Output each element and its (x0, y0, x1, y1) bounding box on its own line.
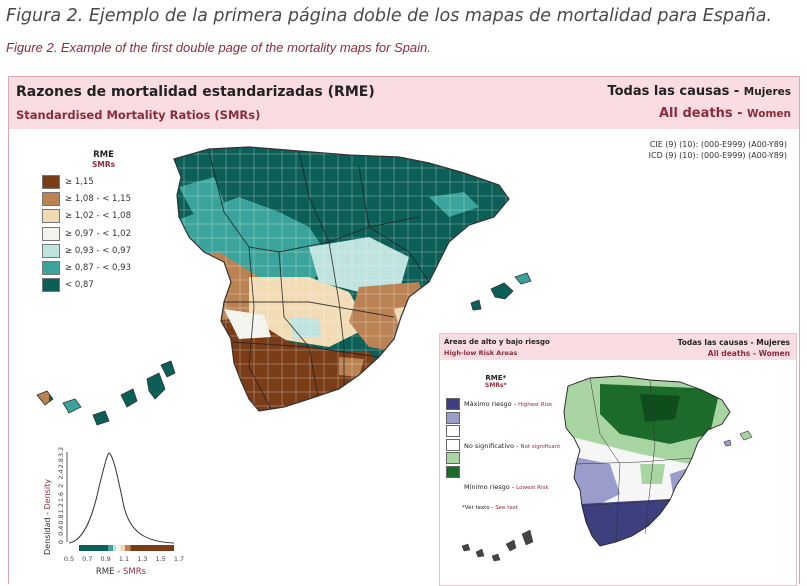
title-es: Razones de mortalidad estandarizadas (RM… (16, 84, 375, 100)
figure-caption-es: Figura 2. Ejemplo de la primera página d… (6, 6, 773, 26)
dash: - (732, 106, 748, 121)
colorbar-segment (113, 545, 117, 551)
inset-map (461, 375, 753, 562)
density-xtick-label: 1.5 (155, 555, 165, 563)
risk-areas-inset: Áreas de alto y bajo riesgo High-low Ris… (439, 333, 797, 586)
legend-swatch (42, 278, 60, 293)
highest-risk-label: Máximo riesgo - Highest Risk (464, 400, 553, 408)
density-ytick-label: 3.2 (57, 447, 65, 457)
title-en: Standardised Mortality Ratios (SMRs) (16, 108, 261, 122)
density-curve (68, 452, 175, 544)
density-ylabel: Densidad - Density (43, 479, 52, 555)
density-ytick-label: 0.8 (57, 514, 65, 524)
legend-swatch (42, 226, 60, 241)
legend-title-es: RME (93, 150, 114, 160)
density-ytick-label: 1.6 (57, 492, 65, 502)
density-xlabel: RME - SMRs (96, 567, 147, 577)
lowest-risk-label: Mínimo riesgo - Lowest Risk (464, 483, 549, 491)
inset-title-en: High-low Risk Areas (444, 349, 518, 357)
density-ytick-label: 2.8 (57, 458, 65, 468)
risk-swatch (446, 425, 460, 437)
density-xticks: 0.5 0.7 0.9 1.1 1.3 1.5 1.7 (64, 555, 184, 563)
cie-code: CIE (9) (10): (000-E999) (A00-Y89) (649, 140, 787, 149)
legend-label: ≥ 1,02 - < 1,08 (65, 211, 131, 222)
legend-swatch (42, 192, 60, 207)
not-significant-label: No significativo - Not significant (464, 442, 561, 450)
page-header: Razones de mortalidad estandarizadas (RM… (9, 77, 799, 129)
canary-islands (36, 360, 176, 426)
legend-title-en: SMRs (92, 160, 116, 169)
dash: - (729, 84, 744, 99)
legend-swatch (42, 260, 60, 275)
disease-codes: CIE (9) (10): (000-E999) (A00-Y89) ICD (… (649, 139, 787, 161)
legend-label: ≥ 0,93 - < 0,97 (65, 245, 131, 256)
inset-legend (446, 398, 460, 479)
density-ytick-label: 0.4 (57, 526, 65, 536)
legend-swatch (42, 243, 60, 258)
legend-label: ≥ 1,15 (65, 177, 94, 187)
cause-sex-es: Todas las causas - Mujeres (607, 84, 791, 99)
density-ytick-label: 2.4 (57, 469, 65, 479)
colorbar-segment (124, 545, 131, 551)
balearic-islands (470, 272, 532, 311)
legend-label: < 0,87 (65, 280, 94, 291)
density-xtick-label: 0.9 (100, 555, 110, 563)
density-xtick-label: 1.7 (174, 555, 184, 563)
density-ytick-label: 2 (57, 484, 65, 488)
colorbar-segment (116, 545, 121, 551)
density-xtick-label: 1.1 (119, 555, 129, 563)
cause-sex-en: All deaths - Women (659, 106, 791, 121)
density-xtick-label: 1.3 (137, 555, 147, 563)
colorbar-segment (130, 545, 174, 551)
colorbar-segment (108, 545, 114, 551)
density-ytick-label: 0 (57, 540, 65, 544)
legend-title: RME SMRs (92, 150, 115, 170)
inset-legend-title: RME* SMRs* (485, 374, 507, 389)
density-colorbar (79, 545, 174, 551)
risk-swatch (446, 438, 460, 451)
spain-outline (173, 146, 510, 412)
inset-title-es: Áreas de alto y bajo riesgo (444, 338, 550, 346)
colorbar-segment (120, 545, 125, 551)
density-ytick-label: 1.2 (57, 503, 65, 513)
colorbar-segment (79, 545, 109, 551)
density-yticks: 0 0.4 0.81.21.6 2 2.42.83.2 (57, 447, 65, 544)
legend-swatch (42, 209, 60, 224)
risk-swatch (446, 398, 460, 410)
risk-swatch (446, 411, 460, 424)
sex-es: Mujeres (743, 86, 791, 98)
cause-en: All deaths (658, 106, 733, 121)
density-xtick-label: 0.5 (64, 555, 74, 563)
icd-code: ICD (9) (10): (000-E999) (A00-Y89) (648, 151, 787, 160)
map-page: Razones de mortalidad estandarizadas (RM… (8, 76, 800, 586)
sex-en: Women (747, 108, 791, 120)
legend-label: ≥ 0,87 - < 0,93 (65, 262, 131, 273)
inset-header: Áreas de alto y bajo riesgo High-low Ris… (440, 334, 796, 360)
legend-swatch (42, 175, 60, 189)
inset-note: *Ver texto - See text (462, 505, 519, 511)
risk-swatch (446, 452, 460, 464)
legend-label: ≥ 0,97 - < 1,02 (65, 228, 131, 239)
density-chart: Densidad - Density 0 0.4 0.81.21.6 2 2.42.83… (43, 447, 184, 577)
inset-cause-es: Todas las causas - Mujeres (677, 338, 790, 347)
legend-label: ≥ 1,08 - < 1,15 (65, 194, 131, 205)
inset-canary-islands (461, 529, 534, 562)
risk-swatch (446, 465, 460, 478)
figure-caption-en: Figure 2. Example of the first double pa… (6, 40, 431, 55)
inset-cause-en: All deaths - Women (707, 349, 790, 358)
cause-es: Todas las causas (607, 84, 730, 99)
density-xtick-label: 0.7 (82, 555, 92, 563)
